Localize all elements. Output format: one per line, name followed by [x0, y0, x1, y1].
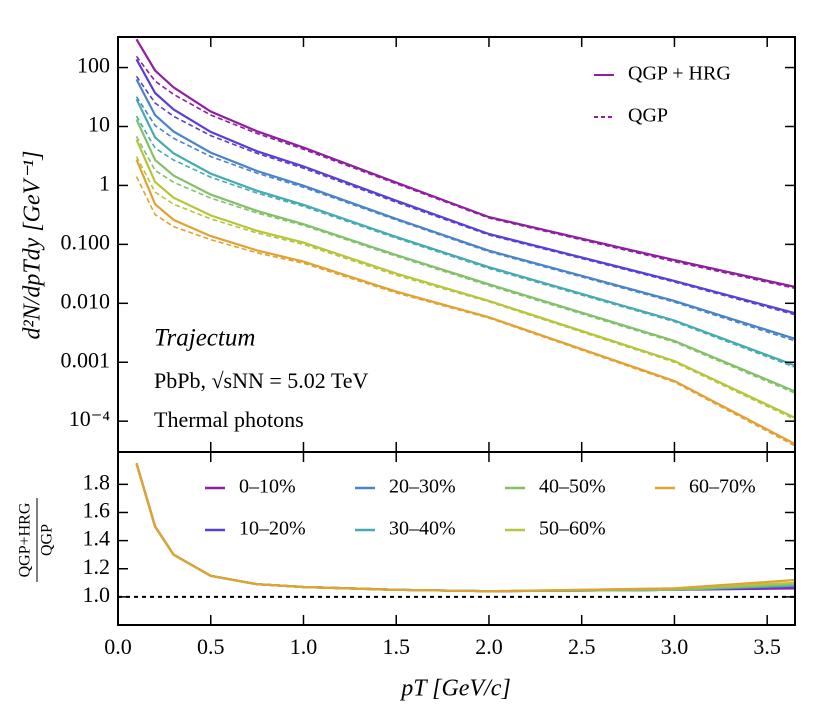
y-tick-label: 1.4 [83, 526, 111, 551]
series-line [135, 58, 795, 315]
series-line [135, 38, 795, 288]
plot-area [118, 462, 795, 598]
series-line [135, 118, 795, 393]
plot-frame [117, 451, 796, 626]
y-tick-label: 1.6 [83, 498, 111, 523]
legend-label: 20–30% [389, 476, 456, 498]
y-tick-label: 1 [99, 170, 110, 195]
series-line [135, 98, 795, 367]
series-line [135, 462, 795, 593]
y-tick-label: 1.8 [83, 469, 111, 494]
legend-label: QGP [628, 105, 668, 127]
y-tick-label: 0.001 [61, 347, 111, 372]
legend-label: 0–10% [239, 476, 296, 498]
y-tick-label: 1.2 [83, 554, 111, 579]
plot-area [135, 38, 795, 447]
series-line [135, 159, 795, 445]
legend-label: 10–20% [239, 518, 306, 540]
x-tick-label: 0.0 [104, 634, 132, 659]
y-tick-label: 10 [88, 112, 110, 137]
x-tick-label: 0.5 [197, 634, 225, 659]
qgp-line [135, 136, 795, 394]
annotation: PbPb, √sNN = 5.02 TeV [154, 368, 369, 393]
qgp-line [135, 115, 795, 369]
x-tick-label: 1.0 [290, 634, 318, 659]
y-tick-label: 1.0 [83, 582, 111, 607]
x-tick-label: 2.5 [568, 634, 596, 659]
x-tick-label: 3.5 [753, 634, 781, 659]
ratio-numerator: QGP+HRG [17, 502, 34, 577]
y-tick-label: 10⁻⁴ [69, 406, 111, 431]
y-tick-label: 0.100 [61, 229, 111, 254]
series-line [135, 139, 795, 419]
x-axis-label: pT [GeV/c] [399, 676, 511, 702]
y-tick-label: 100 [77, 53, 110, 78]
qgp-line [135, 55, 795, 290]
annotation: Thermal photons [154, 407, 304, 432]
legend-label: 50–60% [539, 518, 606, 540]
legend-label: QGP + HRG [628, 63, 731, 85]
annotation: Trajectum [154, 325, 255, 352]
legend-label: 30–40% [389, 518, 456, 540]
x-tick-label: 2.0 [475, 634, 503, 659]
x-tick-label: 1.5 [382, 634, 410, 659]
y-tick-label: 0.010 [61, 288, 111, 313]
legend-label: 60–70% [689, 476, 756, 498]
ratio-denominator: QGP [39, 524, 56, 556]
series-line [135, 78, 795, 340]
x-tick-label: 3.0 [661, 634, 689, 659]
legend-label: 40–50% [539, 476, 606, 498]
y-axis-label: d²N/dpTdy [GeV⁻¹] [20, 150, 46, 339]
